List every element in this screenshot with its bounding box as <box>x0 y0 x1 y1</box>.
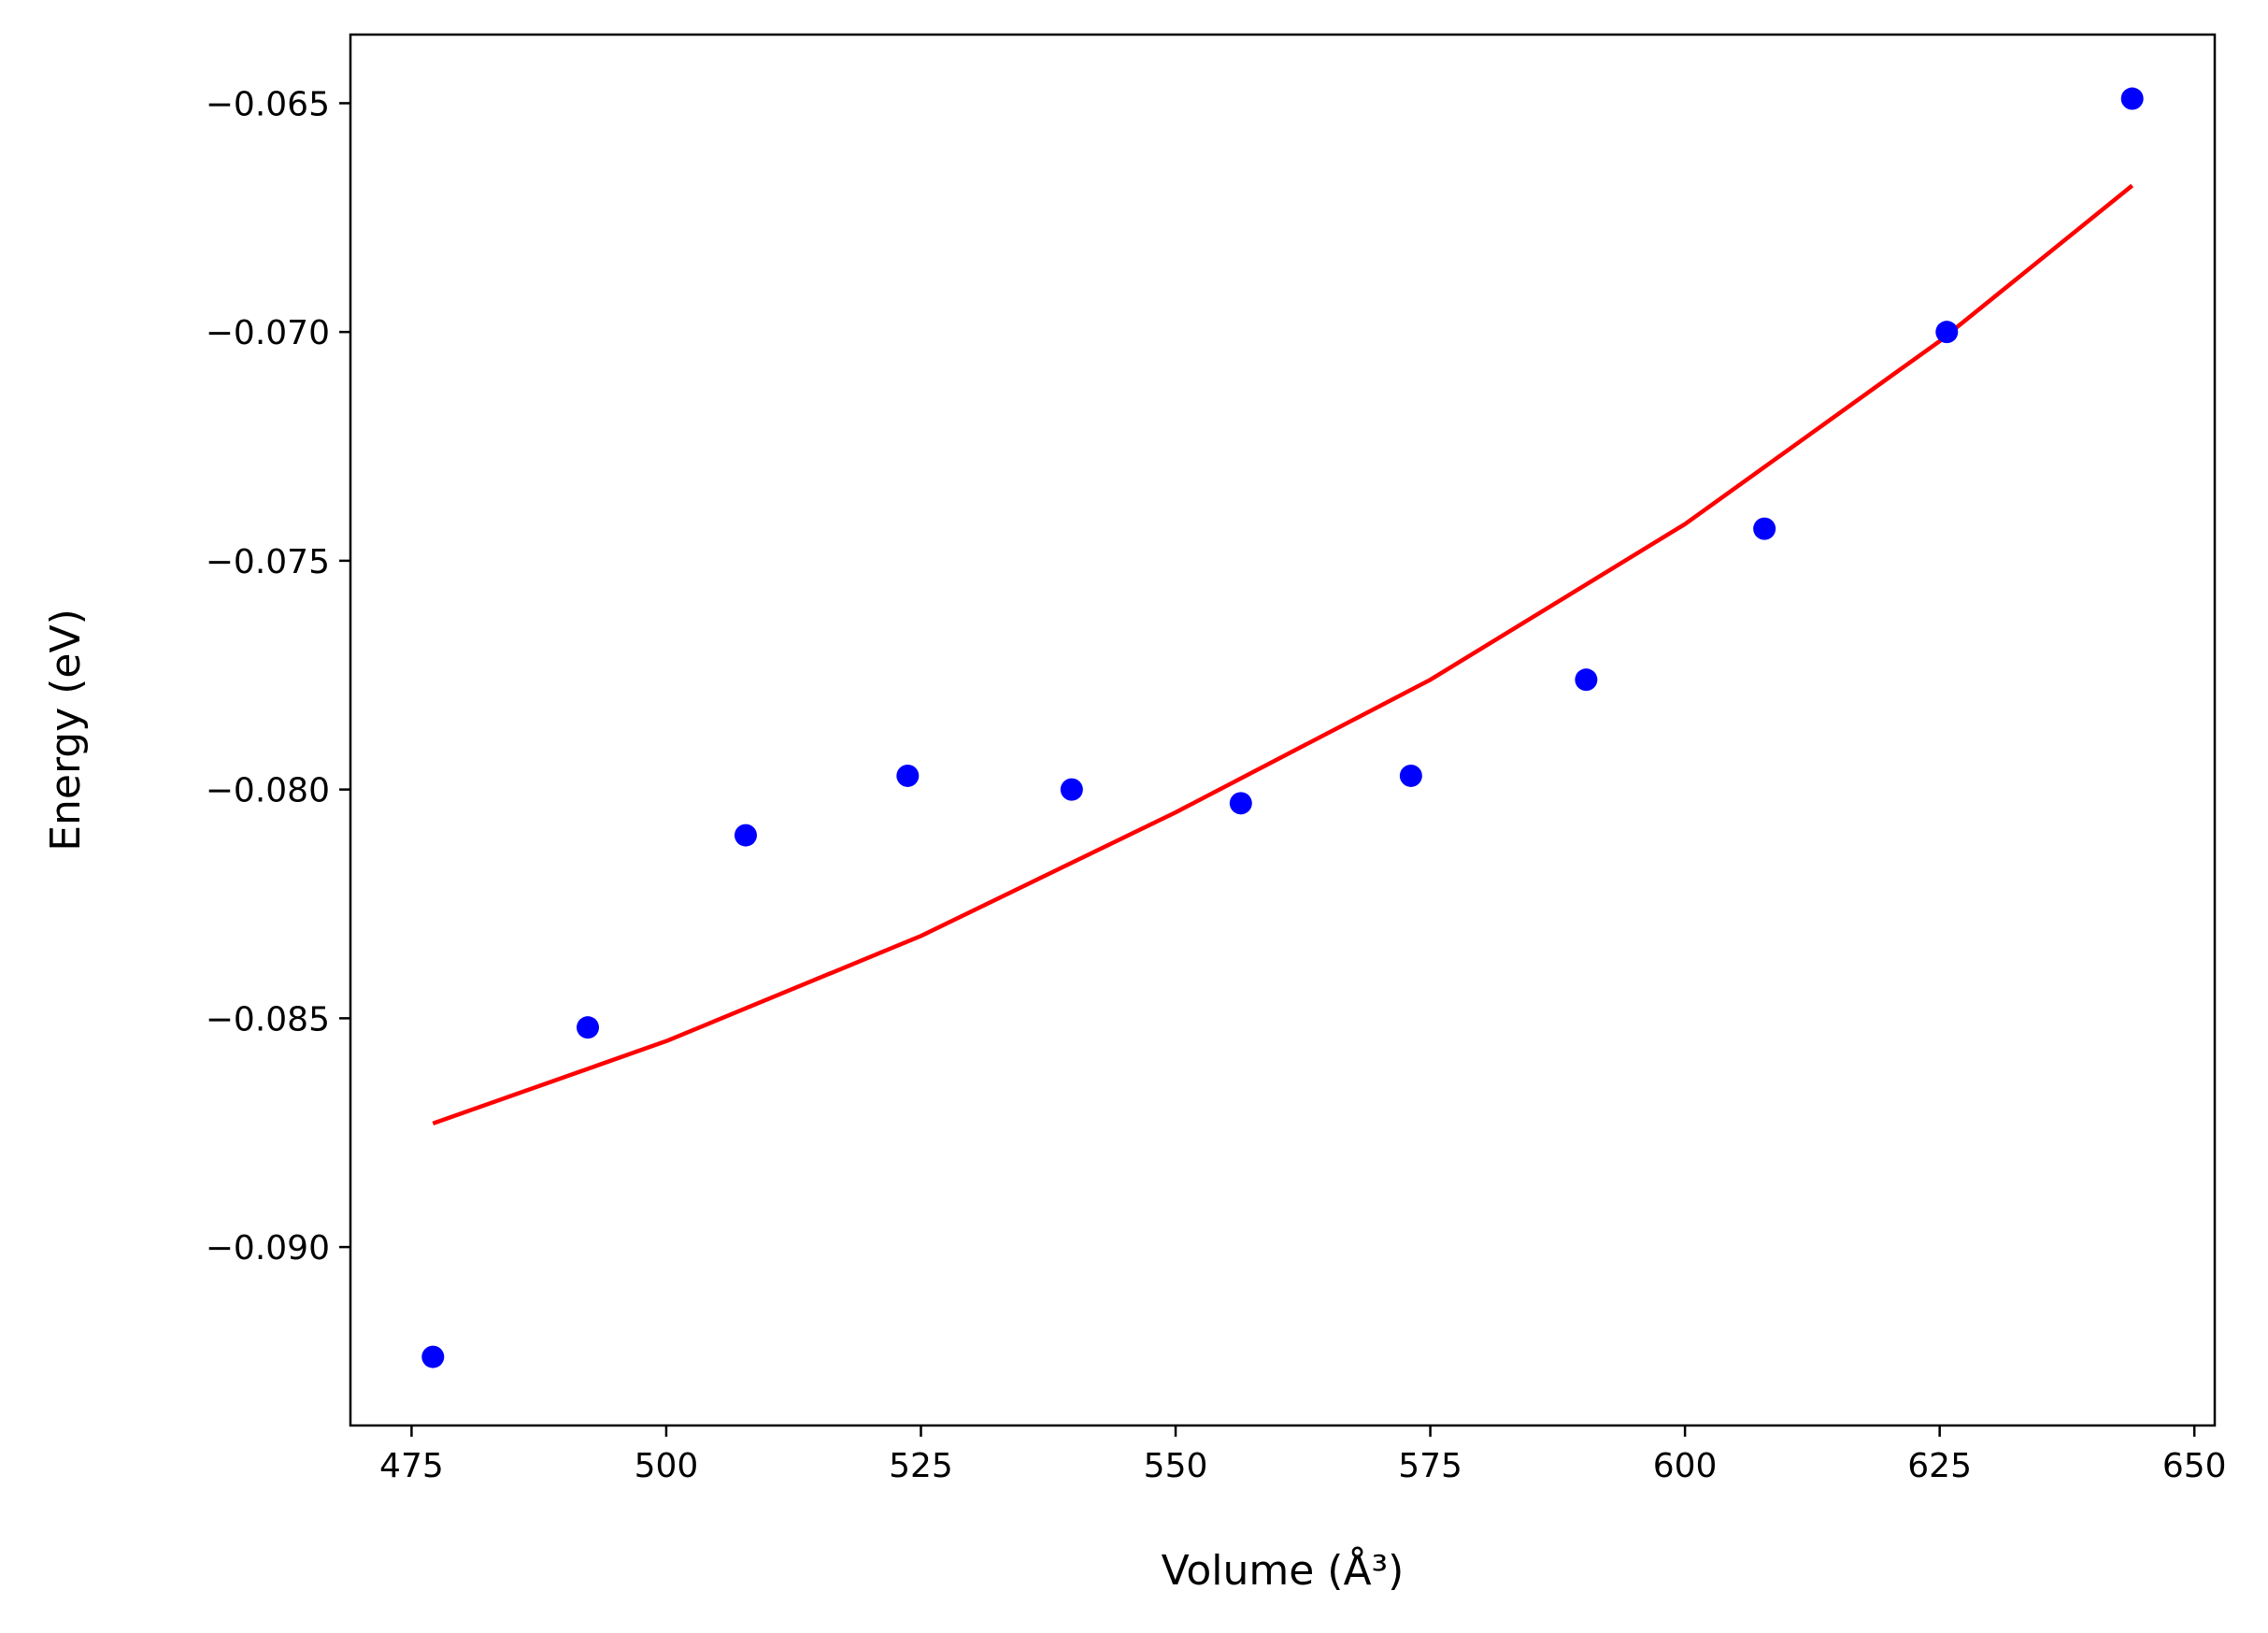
fit-line-layer <box>432 183 2134 1126</box>
x-tick-label: 475 <box>379 1447 444 1485</box>
data-point <box>896 764 920 787</box>
x-tick-label: 550 <box>1144 1447 1208 1485</box>
y-tick-label: −0.090 <box>206 1229 330 1268</box>
data-point <box>1575 668 1598 692</box>
y-axis-label: Energy (eV) <box>42 609 90 852</box>
y-tick-label: −0.070 <box>206 314 330 352</box>
data-point <box>2120 87 2144 110</box>
y-tick-label: −0.080 <box>206 772 330 810</box>
x-axis-ticks: 475 500 525 550 575 600 625 650 <box>379 1425 2227 1485</box>
x-tick-label: 650 <box>2162 1447 2227 1485</box>
data-point <box>1060 778 1083 801</box>
data-point <box>421 1345 445 1368</box>
x-tick-label: 500 <box>635 1447 699 1485</box>
x-tick-label: 525 <box>889 1447 953 1485</box>
data-point <box>1229 792 1252 815</box>
data-point <box>1935 321 1959 344</box>
data-points-layer <box>421 87 2144 1368</box>
data-point <box>1399 764 1422 787</box>
data-point <box>734 824 757 847</box>
x-tick-label: 600 <box>1653 1447 1718 1485</box>
data-point <box>577 1016 600 1039</box>
axes-frame <box>349 33 2217 1427</box>
y-tick-label: −0.085 <box>206 1000 330 1039</box>
x-tick-label: 625 <box>1907 1447 1972 1485</box>
x-tick-label: 575 <box>1398 1447 1462 1485</box>
y-axis-ticks: −0.065 −0.070 −0.075 −0.080 −0.085 −0.090 <box>206 85 350 1268</box>
y-tick-label: −0.065 <box>206 85 330 123</box>
y-tick-label: −0.075 <box>206 543 330 581</box>
data-point <box>1753 517 1776 540</box>
fit-curve <box>432 183 2134 1126</box>
x-axis-label: Volume (Å³) <box>1162 1545 1405 1595</box>
